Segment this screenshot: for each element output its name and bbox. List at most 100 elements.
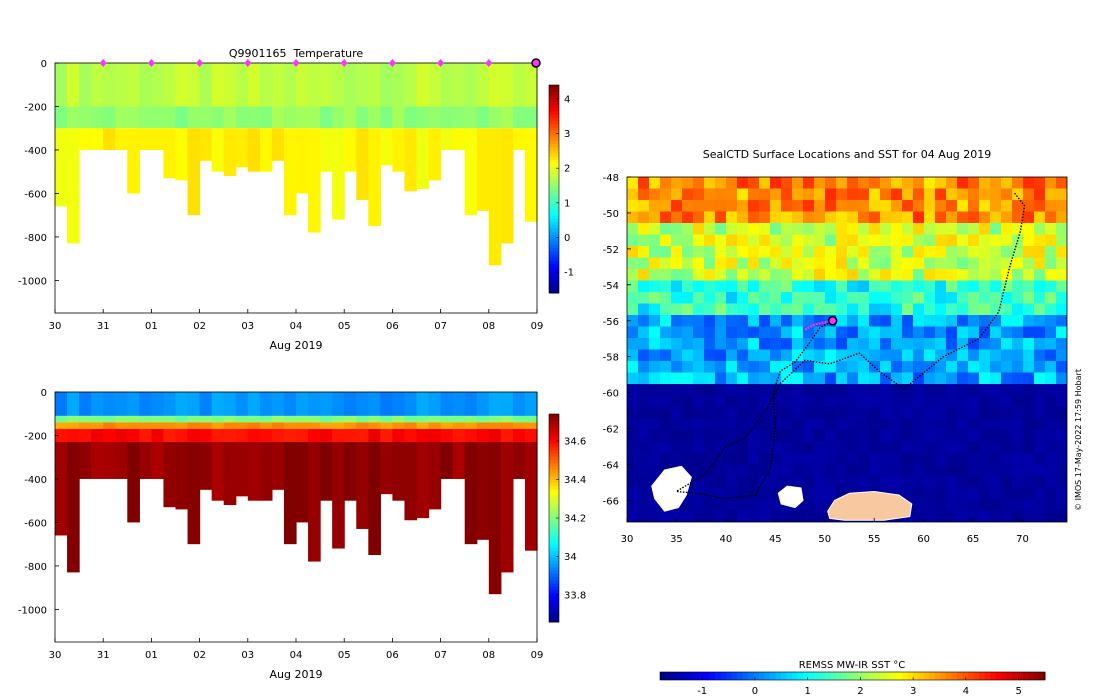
sst-cell: [935, 361, 947, 373]
profile-marker: [147, 59, 155, 67]
section-cell: [380, 128, 393, 166]
sst-cell: [704, 303, 716, 316]
section-cell: [247, 442, 261, 501]
sst-cell: [671, 177, 683, 189]
sst-cell: [924, 510, 936, 522]
section-cell: [524, 415, 538, 423]
colorbar-swatch: [549, 518, 559, 522]
sst-cell: [704, 188, 716, 201]
section-cell: [488, 106, 502, 129]
sst-cell: [880, 384, 892, 396]
sst-cell: [935, 280, 947, 293]
sst-cell: [836, 476, 848, 488]
sst-cell: [1023, 464, 1035, 477]
colorbar-swatch: [549, 211, 559, 216]
sst-cell: [792, 349, 804, 362]
sst-cell: [935, 487, 947, 500]
sst-cell: [638, 269, 650, 281]
sst-cell: [627, 407, 639, 419]
sst-cell: [825, 338, 837, 350]
sst-cell: [1001, 487, 1013, 500]
sst-cell: [990, 211, 1002, 224]
sst-cell: [924, 441, 936, 454]
sst-cell: [979, 361, 991, 373]
sst-cell: [759, 292, 771, 304]
sst-cell: [814, 315, 826, 327]
sst-cell: [946, 372, 958, 385]
sst-cell: [990, 349, 1002, 362]
sst-cell: [748, 487, 760, 500]
colorbar-swatch: [549, 159, 559, 164]
sst-cell: [979, 303, 991, 316]
sst-cell: [1001, 223, 1013, 235]
sst-cell: [1023, 441, 1035, 454]
sst-cell: [979, 453, 991, 465]
y-tick-label: 0: [41, 59, 47, 70]
sst-cell: [1001, 453, 1013, 465]
colorbar-swatch: [549, 573, 559, 577]
sst-cell: [638, 223, 650, 235]
section-cell: [79, 128, 92, 150]
sst-colorbar-swatch: [858, 672, 864, 680]
colorbar-swatch: [549, 133, 559, 138]
sst-cell: [825, 499, 837, 511]
section-cell: [476, 442, 490, 540]
section-cell: [283, 422, 297, 429]
sst-cell: [759, 338, 771, 350]
sst-cell: [869, 430, 881, 442]
sst-cell: [891, 441, 903, 454]
section-cell: [235, 428, 249, 442]
colorbar-swatch: [549, 202, 559, 206]
sst-cell: [1023, 223, 1035, 235]
sst-cell: [1001, 269, 1013, 281]
sst-colorbar-swatch: [1006, 672, 1013, 680]
sst-cell: [847, 418, 859, 431]
sst-cell: [836, 200, 848, 212]
sst-cell: [847, 200, 859, 212]
colorbar-tick-label: -1: [564, 268, 574, 279]
sst-cell: [671, 453, 683, 465]
section-cell: [380, 106, 393, 129]
salinity-section: [55, 392, 538, 595]
colorbar-swatch: [549, 107, 559, 112]
sst-cell: [1001, 211, 1013, 224]
section-cell: [392, 442, 406, 501]
section-cell: [91, 106, 104, 129]
sst-cell: [726, 487, 738, 500]
sst-cell: [935, 476, 947, 488]
sst-cell: [814, 257, 826, 270]
colorbar-tick-label: 33.8: [564, 591, 586, 602]
section-cell: [127, 106, 140, 129]
section-cell: [259, 128, 273, 172]
section-cell: [428, 106, 442, 129]
sst-cell: [847, 292, 859, 304]
sst-cell: [858, 395, 870, 408]
sst-cell: [1034, 464, 1046, 477]
section-cell: [464, 415, 478, 423]
sst-cell: [693, 200, 705, 212]
section-cell: [308, 63, 321, 107]
sst-cell: [847, 384, 859, 396]
section-cell: [247, 415, 261, 423]
colorbar-swatch: [549, 615, 559, 620]
sst-cell: [781, 349, 793, 362]
sst-cell: [990, 395, 1002, 408]
sst-cell: [1056, 499, 1067, 511]
section-cell: [175, 422, 189, 429]
section-cell: [344, 422, 357, 429]
sst-cell: [858, 476, 870, 488]
sst-cell: [902, 303, 914, 316]
sst-cell: [1045, 315, 1057, 327]
sst-cell: [792, 292, 804, 304]
sst-cell: [1034, 395, 1046, 408]
sst-cell: [748, 464, 760, 477]
colorbar-swatch: [549, 273, 559, 278]
sst-cell: [726, 510, 738, 522]
sst-cell: [836, 453, 848, 465]
sst-cell: [1045, 349, 1057, 362]
sst-cell: [990, 441, 1002, 454]
sst-cell: [737, 384, 749, 396]
section-cell: [488, 415, 502, 423]
sst-cell: [671, 200, 683, 212]
y-tick-label: -1000: [18, 276, 47, 287]
